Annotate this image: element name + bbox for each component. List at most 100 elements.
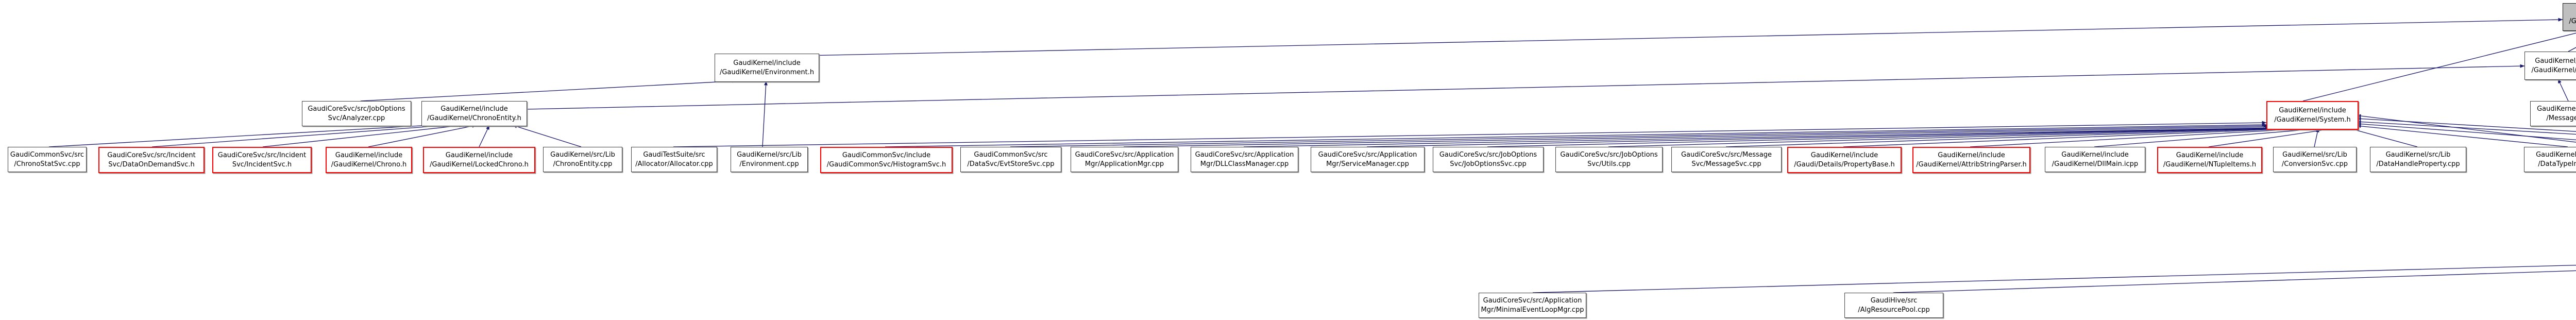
graph-node-chronostatsvc_cpp[interactable]: GaudiCommonSvc/src/ChronoStatSvc.cpp [8,147,87,172]
graph-node-label: /ConversionSvc.cpp [2281,160,2348,168]
edge-environment_h-to-systembase_h [803,18,2563,56]
graph-node-systembase_h: GaudiKernel/include/GaudiKernel/SystemBa… [2563,3,2576,31]
graph-node-attribstringparser_h[interactable]: GaudiKernel/include/GaudiKernel/AttribSt… [1912,147,2030,173]
edge-chrono_h-to-chronoentity_h [368,124,477,147]
graph-node-label: GaudiKernel/src/Lib [2537,105,2576,113]
edge-system_h-to-systembase_h [2302,32,2576,102]
graph-node-label: GaudiCoreSvc/src/JobOptions [1560,150,1658,159]
graph-node-label: /DataTypeInfo.cpp [2538,160,2576,168]
graph-node-label: /DataHandleProperty.cpp [2376,160,2460,168]
graph-node-ntupleitems_h[interactable]: GaudiKernel/include/GaudiKernel/NTupleIt… [2157,147,2262,173]
graph-node-label: /GaudiKernel/NTupleItems.h [2163,160,2257,169]
graph-node-label: /GaudiCommonSvc/HistogramSvc.h [826,160,946,169]
edge-propertybase_h-to-system_h [1843,126,2315,147]
edge-gaudihandle_h-to-system_h [2356,114,2576,143]
graph-node-label: Svc/DataOnDemandSvc.h [108,160,195,169]
graph-node-label: GaudiCoreSvc/src/Application [1195,150,1294,159]
graph-node-utils_cpp[interactable]: GaudiCoreSvc/src/JobOptions Svc/Utils.cpp [1555,147,1663,172]
graph-node-message_cpp[interactable]: GaudiKernel/src/Lib/Message.cpp [2530,101,2576,126]
graph-node-label: /GaudiKernel/ChronoEntity.h [427,114,521,122]
graph-node-label: /Allocator/Allocator.cpp [635,160,713,168]
graph-node-datatypeinfo_cpp[interactable]: GaudiKernel/src/Lib/DataTypeInfo.cpp [2524,147,2576,172]
graph-node-label: Mgr/DLLClassManager.cpp [1200,160,1289,168]
graph-node-incidentsvc_h[interactable]: GaudiCoreSvc/src/Incident Svc/IncidentSvc… [212,147,312,173]
graph-node-label: GaudiKernel/include [335,151,403,159]
edge-dictionary_cpp-to-system_h [2356,122,2576,140]
graph-node-chronoentity_cpp[interactable]: GaudiKernel/src/Lib/ChronoEntity.cpp [543,147,622,172]
graph-node-messagesvc_cpp[interactable]: GaudiCoreSvc/src/Message Svc/MessageSvc.c… [1671,147,1782,172]
edge-iinterface_h-to-system_h [2356,117,2576,132]
graph-node-propertybase_h[interactable]: GaudiKernel/include/Gaudi/Details/Proper… [1787,147,1902,173]
graph-node-environment_cpp[interactable]: GaudiKernel/src/Lib/Environment.cpp [731,147,808,172]
graph-node-label: /GaudiKernel/Timing.h [2531,66,2576,74]
edge-incidentsvc_h-to-chronoentity_h [262,124,464,147]
graph-node-label: /GaudiKernel/System.h [2274,116,2351,124]
graph-node-label: /Environment.cpp [739,160,799,168]
graph-node-label: GaudiCoreSvc/src/Incident [217,151,307,159]
graph-node-timing_h[interactable]: GaudiKernel/include/GaudiKernel/Timing.h [2524,52,2576,80]
graph-node-label: GaudiKernel/include [2279,107,2346,114]
graph-node-algresourcepool_cpp[interactable]: GaudiHive/src/AlgResourcePool.cpp [1844,293,1943,318]
graph-node-label: GaudiCommonSvc/src [10,150,84,159]
graph-node-environment_h[interactable]: GaudiKernel/include/GaudiKernel/Environm… [715,54,819,82]
edge-applicationmgr_cpp-to-system_h [1123,125,2270,147]
graph-node-applicationmgr_cpp[interactable]: GaudiCoreSvc/src/Application Mgr/Applicat… [1071,147,1178,172]
graph-node-lockedchrono_h[interactable]: GaudiKernel/include/GaudiKernel/LockedCh… [423,147,535,173]
graph-node-label: /Message.cpp [2546,114,2576,122]
graph-node-label: GaudiKernel/include [445,151,513,159]
graph-node-label: GaudiKernel/include [2061,150,2129,159]
graph-node-dataondemandsvc_h[interactable]: GaudiCoreSvc/src/Incident Svc/DataOnDeman… [98,147,205,173]
graph-node-evtstoresvc_cpp[interactable]: GaudiCommonSvc/src/DataSvc/EvtStoreSvc.c… [960,147,1061,172]
graph-node-label: Mgr/ServiceManager.cpp [1326,160,1409,168]
graph-node-datahandleproperty_cpp[interactable]: GaudiKernel/src/Lib/DataHandleProperty.c… [2370,147,2466,172]
graph-node-label: GaudiCoreSvc/src/Application [1318,150,1417,159]
graph-node-conversionsvc_cpp[interactable]: GaudiKernel/src/Lib/ConversionSvc.cpp [2273,147,2357,172]
graph-node-histogramsvc_h[interactable]: GaudiCommonSvc/include/GaudiCommonSvc/Hi… [820,147,953,173]
graph-node-label: /Gaudi/Details/PropertyBase.h [1794,160,1895,169]
edge-environment_cpp-to-environment_h [762,80,768,147]
edge-dllclassmanager_cpp-to-system_h [1243,126,2274,147]
graph-node-joboptionssvc_cpp[interactable]: GaudiCoreSvc/src/JobOptions Svc/JobOption… [1433,147,1544,172]
graph-node-label: GaudiKernel/include [2176,151,2244,159]
graph-node-label: /GaudiKernel/DllMain.icpp [2052,160,2139,168]
graph-node-dllclassmanager_cpp[interactable]: GaudiCoreSvc/src/Application Mgr/DLLClass… [1191,147,1298,172]
graph-node-analyzer_cpp[interactable]: GaudiCoreSvc/src/JobOptions Svc/Analyzer.… [302,101,411,126]
edge-datahandleproperty_cpp-to-system_h [2347,127,2418,147]
graph-node-label: GaudiCommonSvc/src [974,150,1048,159]
graph-node-label: Svc/JobOptionsSvc.cpp [1450,160,1527,168]
graph-node-label: /GaudiKernel/LockedChrono.h [430,160,529,169]
graph-node-label: GaudiKernel/include [1938,151,2005,159]
graph-node-label: /DataSvc/EvtStoreSvc.cpp [967,160,1055,168]
graph-node-minimaleventloopmgr_cpp[interactable]: GaudiCoreSvc/src/Application Mgr/MinimalE… [1479,293,1586,318]
graph-node-label: GaudiKernel/src/Lib [737,150,802,159]
edge-datatypeinfo_cpp-to-system_h [2356,124,2568,147]
edge-analyzer_cpp-to-environment_h [360,79,737,102]
graph-node-label: GaudiKernel/src/Lib [2536,150,2576,159]
graph-node-label: /ChronoStatSvc.cpp [14,160,80,168]
graph-node-label: GaudiKernel/include [733,59,801,67]
graph-node-label: GaudiHive/src [1870,296,1918,305]
graph-node-label: GaudiKernel/include [1810,151,1878,159]
graph-node-label: GaudiCoreSvc/src/Application [1075,150,1174,159]
graph-node-label: GaudiCoreSvc/src/Message [1681,150,1772,159]
edge-histogramsvc_h-to-system_h [885,123,2267,147]
graph-node-label: GaudiCommonSvc/include [842,151,931,159]
edge-dataondemandsvc_h-to-chronoentity_h [151,124,449,147]
graph-node-chrono_h[interactable]: GaudiKernel/include/GaudiKernel/Chrono.h [326,147,412,173]
graph-node-allocator_cpp[interactable]: GaudiTestSuite/src/Allocator/Allocator.c… [631,147,717,172]
graph-node-label: /GaudiKernel/Environment.h [719,68,815,76]
graph-node-servicemanager_cpp[interactable]: GaudiCoreSvc/src/Application Mgr/ServiceM… [1311,147,1425,172]
edge-servicemanager_cpp-to-system_h [1366,126,2282,147]
graph-node-chronoentity_h[interactable]: GaudiKernel/include/GaudiKernel/ChronoEn… [421,101,527,126]
edge-chronostatsvc_cpp-to-chronoentity_h [48,124,431,147]
graph-node-dllmain_icpp[interactable]: GaudiKernel/include/GaudiKernel/DllMain.… [2045,147,2145,172]
edge-utils_cpp-to-system_h [1608,126,2298,147]
graph-node-label: Svc/IncidentSvc.h [232,160,292,169]
graph-node-label: /ChronoEntity.cpp [553,160,613,168]
edge-chronoentity_h-to-timing_h [526,64,2525,110]
edge-minimaleventloopmgr_cpp-to-algorithm_h [1532,265,2576,293]
edge-allocator_cpp-to-system_h [673,121,2267,147]
graph-node-system_h[interactable]: GaudiKernel/include/GaudiKernel/System.h [2266,101,2359,130]
graph-node-label: Svc/Utils.cpp [1587,160,1631,168]
